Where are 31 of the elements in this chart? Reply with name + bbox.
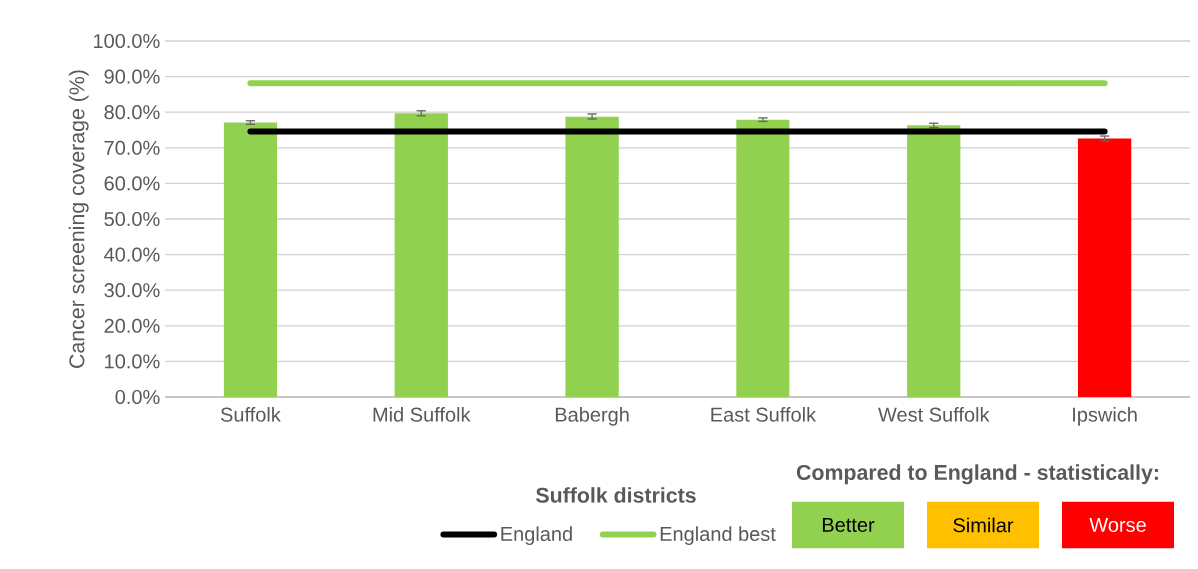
x-tick-label: Mid Suffolk [373,407,471,422]
y-tick-label: 20.0% [104,318,160,333]
y-tick-label: 70.0% [104,140,160,155]
x-tick-label: Suffolk [220,407,281,422]
y-tick-label: 30.0% [104,283,160,298]
x-tick-label: East Suffolk [711,407,817,422]
y-tick-label: 90.0% [104,69,160,84]
y-tick-label: 10.0% [105,354,160,369]
x-tick-label: Babergh [555,407,629,426]
x-axis-title: Suffolk districts [536,487,696,503]
y-axis-title: Cancer screening coverage (%) [68,70,89,368]
y-tick-label: 0.0% [115,389,160,405]
bar [736,119,790,397]
x-tick-label: Ipswich [1073,407,1137,426]
legend-label: England [501,526,572,545]
bar [394,113,448,397]
y-tick-label: 50.0% [104,211,160,227]
y-tick-label: 100.0% [93,33,160,49]
y-tick-label: 40.0% [104,247,160,262]
text: Better [822,518,875,532]
text: Similar [953,517,1014,533]
bar [907,125,961,397]
legend-label: England best [660,526,776,545]
bar [565,116,619,397]
bar [1077,138,1132,397]
y-tick-label: 60.0% [104,176,160,191]
y-tick-label: 80.0% [104,105,160,120]
bar [223,122,278,397]
x-tick-label: West Suffolk [878,407,990,422]
text: Worse [1089,518,1146,532]
text: Compared to England - statistically: [796,464,1158,485]
